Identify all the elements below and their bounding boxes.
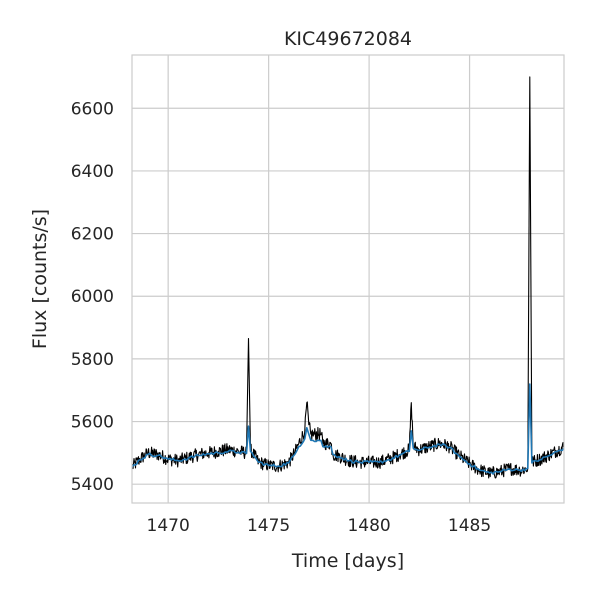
x-tick-label: 1485 [448,516,491,536]
series-layer [131,76,565,479]
y-axis-label: Flux [counts/s] [29,209,51,349]
x-tick-labels: 1470 1475 1480 1485 [147,516,492,536]
smoothed-flux-line [131,383,565,475]
y-tick-label: 6200 [71,225,114,245]
y-tick-label: 5800 [71,350,114,370]
x-tick-label: 1470 [147,516,190,536]
x-tick-label: 1475 [247,516,290,536]
y-tick-label: 6600 [71,99,114,119]
y-gridlines [132,107,564,485]
y-tick-label: 5600 [71,413,114,433]
y-tick-labels: 5400 5600 5800 6000 6200 6400 6600 [71,99,114,495]
plot-frame [131,54,565,504]
raw-flux-line [131,76,565,479]
chart-title: KIC49672084 [284,28,412,50]
y-tick-label: 5400 [71,475,114,495]
y-tick-label: 6400 [71,162,114,182]
y-tick-label: 6000 [71,287,114,307]
x-tick-label: 1480 [347,516,390,536]
x-gridlines [167,55,471,503]
x-axis-label: Time [days] [291,550,404,572]
